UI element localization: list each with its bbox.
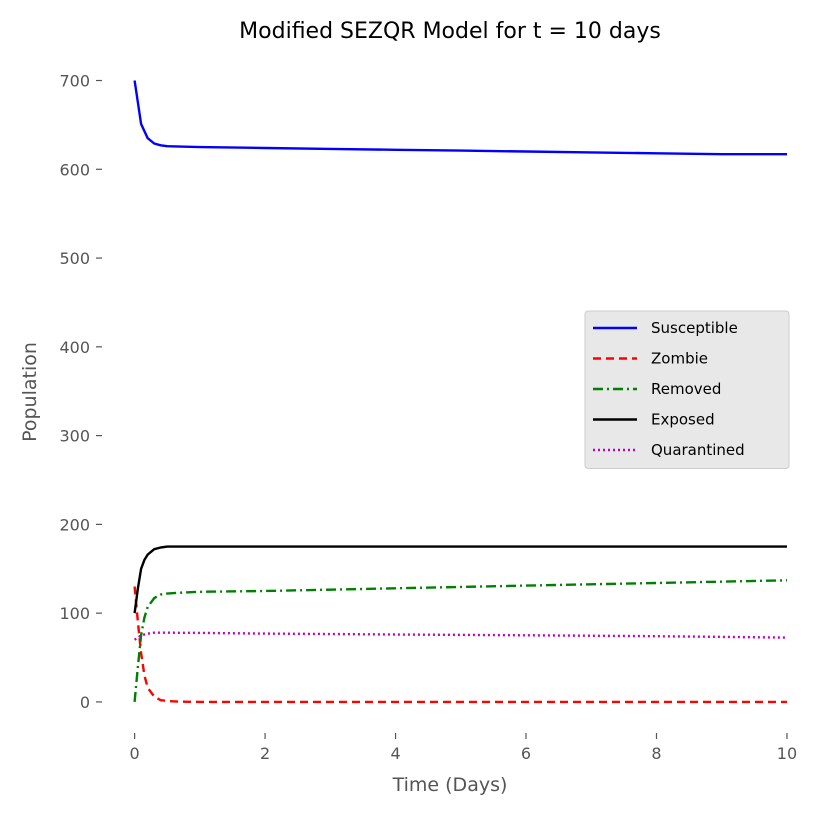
y-tick-label: 100 bbox=[59, 604, 90, 623]
y-tick-label: 500 bbox=[59, 249, 90, 268]
series-line-zombie bbox=[133, 586, 787, 704]
legend-label: Exposed bbox=[651, 411, 715, 429]
x-tick-label: 2 bbox=[260, 744, 270, 763]
series-line-susceptible bbox=[133, 80, 787, 156]
x-axis-ticks: 0 2 4 6 8 10 bbox=[130, 733, 797, 763]
series-line-quarantined bbox=[133, 631, 788, 641]
x-axis-label: Time (Days) bbox=[392, 774, 508, 796]
y-tick-label: 400 bbox=[59, 338, 90, 357]
y-tick-label: 200 bbox=[59, 515, 90, 534]
legend-label: Removed bbox=[651, 380, 721, 398]
legend-box bbox=[584, 310, 790, 469]
x-tick-label: 0 bbox=[130, 744, 140, 763]
x-tick-label: 10 bbox=[777, 744, 797, 763]
series-lines bbox=[133, 80, 788, 704]
x-tick-label: 8 bbox=[651, 744, 661, 763]
x-tick-label: 6 bbox=[521, 744, 531, 763]
y-tick-label: 700 bbox=[59, 72, 90, 91]
y-axis-ticks: 0 100 200 300 400 500 600 700 bbox=[59, 72, 102, 712]
x-tick-label: 4 bbox=[390, 744, 400, 763]
series-line-removed bbox=[133, 579, 788, 703]
y-axis-label: Population bbox=[19, 342, 41, 442]
chart-title: Modified SEZQR Model for t = 10 days bbox=[239, 19, 661, 44]
series-line-exposed bbox=[133, 545, 787, 614]
legend-label: Zombie bbox=[651, 350, 708, 368]
legend-label: Quarantined bbox=[651, 441, 745, 459]
y-tick-label: 300 bbox=[59, 427, 90, 446]
y-tick-label: 600 bbox=[59, 160, 90, 179]
legend-label: Susceptible bbox=[651, 319, 738, 337]
y-tick-label: 0 bbox=[80, 693, 90, 712]
legend: Susceptible Zombie Removed Exposed Quarantin… bbox=[584, 310, 790, 469]
